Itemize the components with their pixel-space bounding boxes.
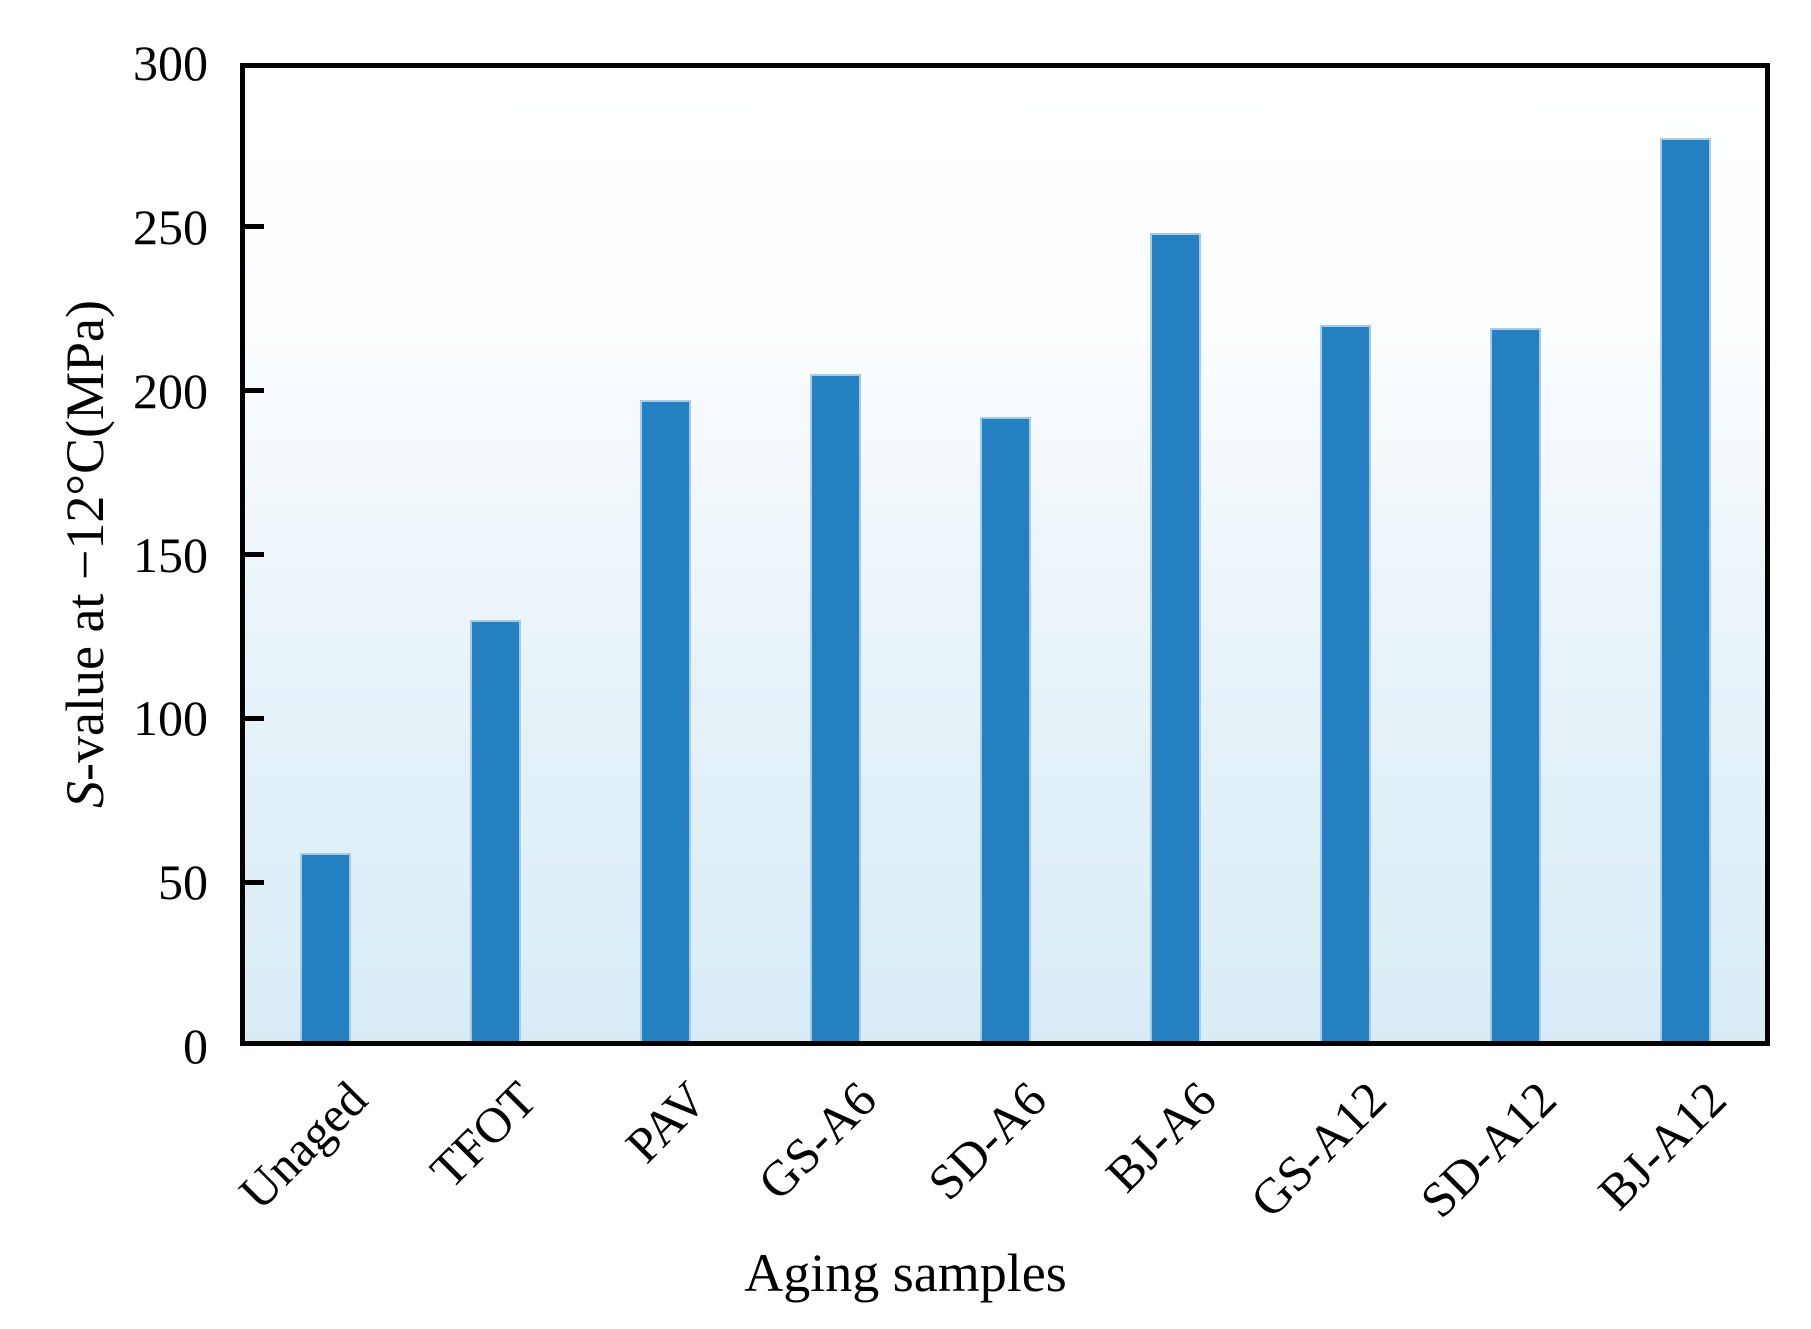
x-tick-label-sd-a12: SD-A12: [1409, 1070, 1568, 1229]
bar-bj-a6: [1149, 233, 1201, 1041]
y-tick-label-250: 250: [133, 198, 208, 255]
bar-sd-a6: [979, 416, 1031, 1041]
y-tick-label-0: 0: [183, 1018, 208, 1074]
x-tick-label-bj-a6: BJ-A6: [1095, 1070, 1228, 1203]
y-tick-label-150: 150: [133, 526, 208, 583]
x-tick-label-tfot: TFOT: [419, 1070, 548, 1199]
x-axis-title: Aging samples: [744, 1243, 1067, 1303]
y-tick-label-300: 300: [133, 35, 208, 91]
bar-gs-a6: [809, 374, 861, 1041]
y-tick-mark-50: [240, 879, 264, 885]
bar-unaged: [299, 852, 351, 1041]
bar-tfot: [469, 620, 521, 1041]
x-tick-label-unaged: Unaged: [227, 1070, 378, 1221]
y-tick-label-100: 100: [133, 690, 208, 747]
y-tick-mark-100: [240, 715, 264, 721]
bar-sd-a12: [1489, 328, 1541, 1041]
x-tick-label-bj-a12: BJ-A12: [1587, 1070, 1738, 1221]
x-tick-label-gs-a6: GS-A6: [747, 1070, 888, 1211]
x-tick-label-pav: PAV: [614, 1070, 718, 1174]
y-tick-label-200: 200: [133, 362, 208, 419]
x-tick-label-sd-a6: SD-A6: [917, 1070, 1058, 1211]
x-tick-label-gs-a12: GS-A12: [1239, 1070, 1398, 1229]
bar-gs-a12: [1319, 325, 1371, 1041]
y-tick-mark-250: [240, 224, 264, 230]
y-tick-mark-150: [240, 552, 264, 557]
bar-bj-a12: [1659, 138, 1711, 1041]
bar-pav: [639, 400, 691, 1041]
y-axis-title-italic-part: S: [55, 780, 115, 808]
y-tick-label-50: 50: [158, 854, 208, 911]
y-tick-mark-200: [240, 388, 264, 394]
